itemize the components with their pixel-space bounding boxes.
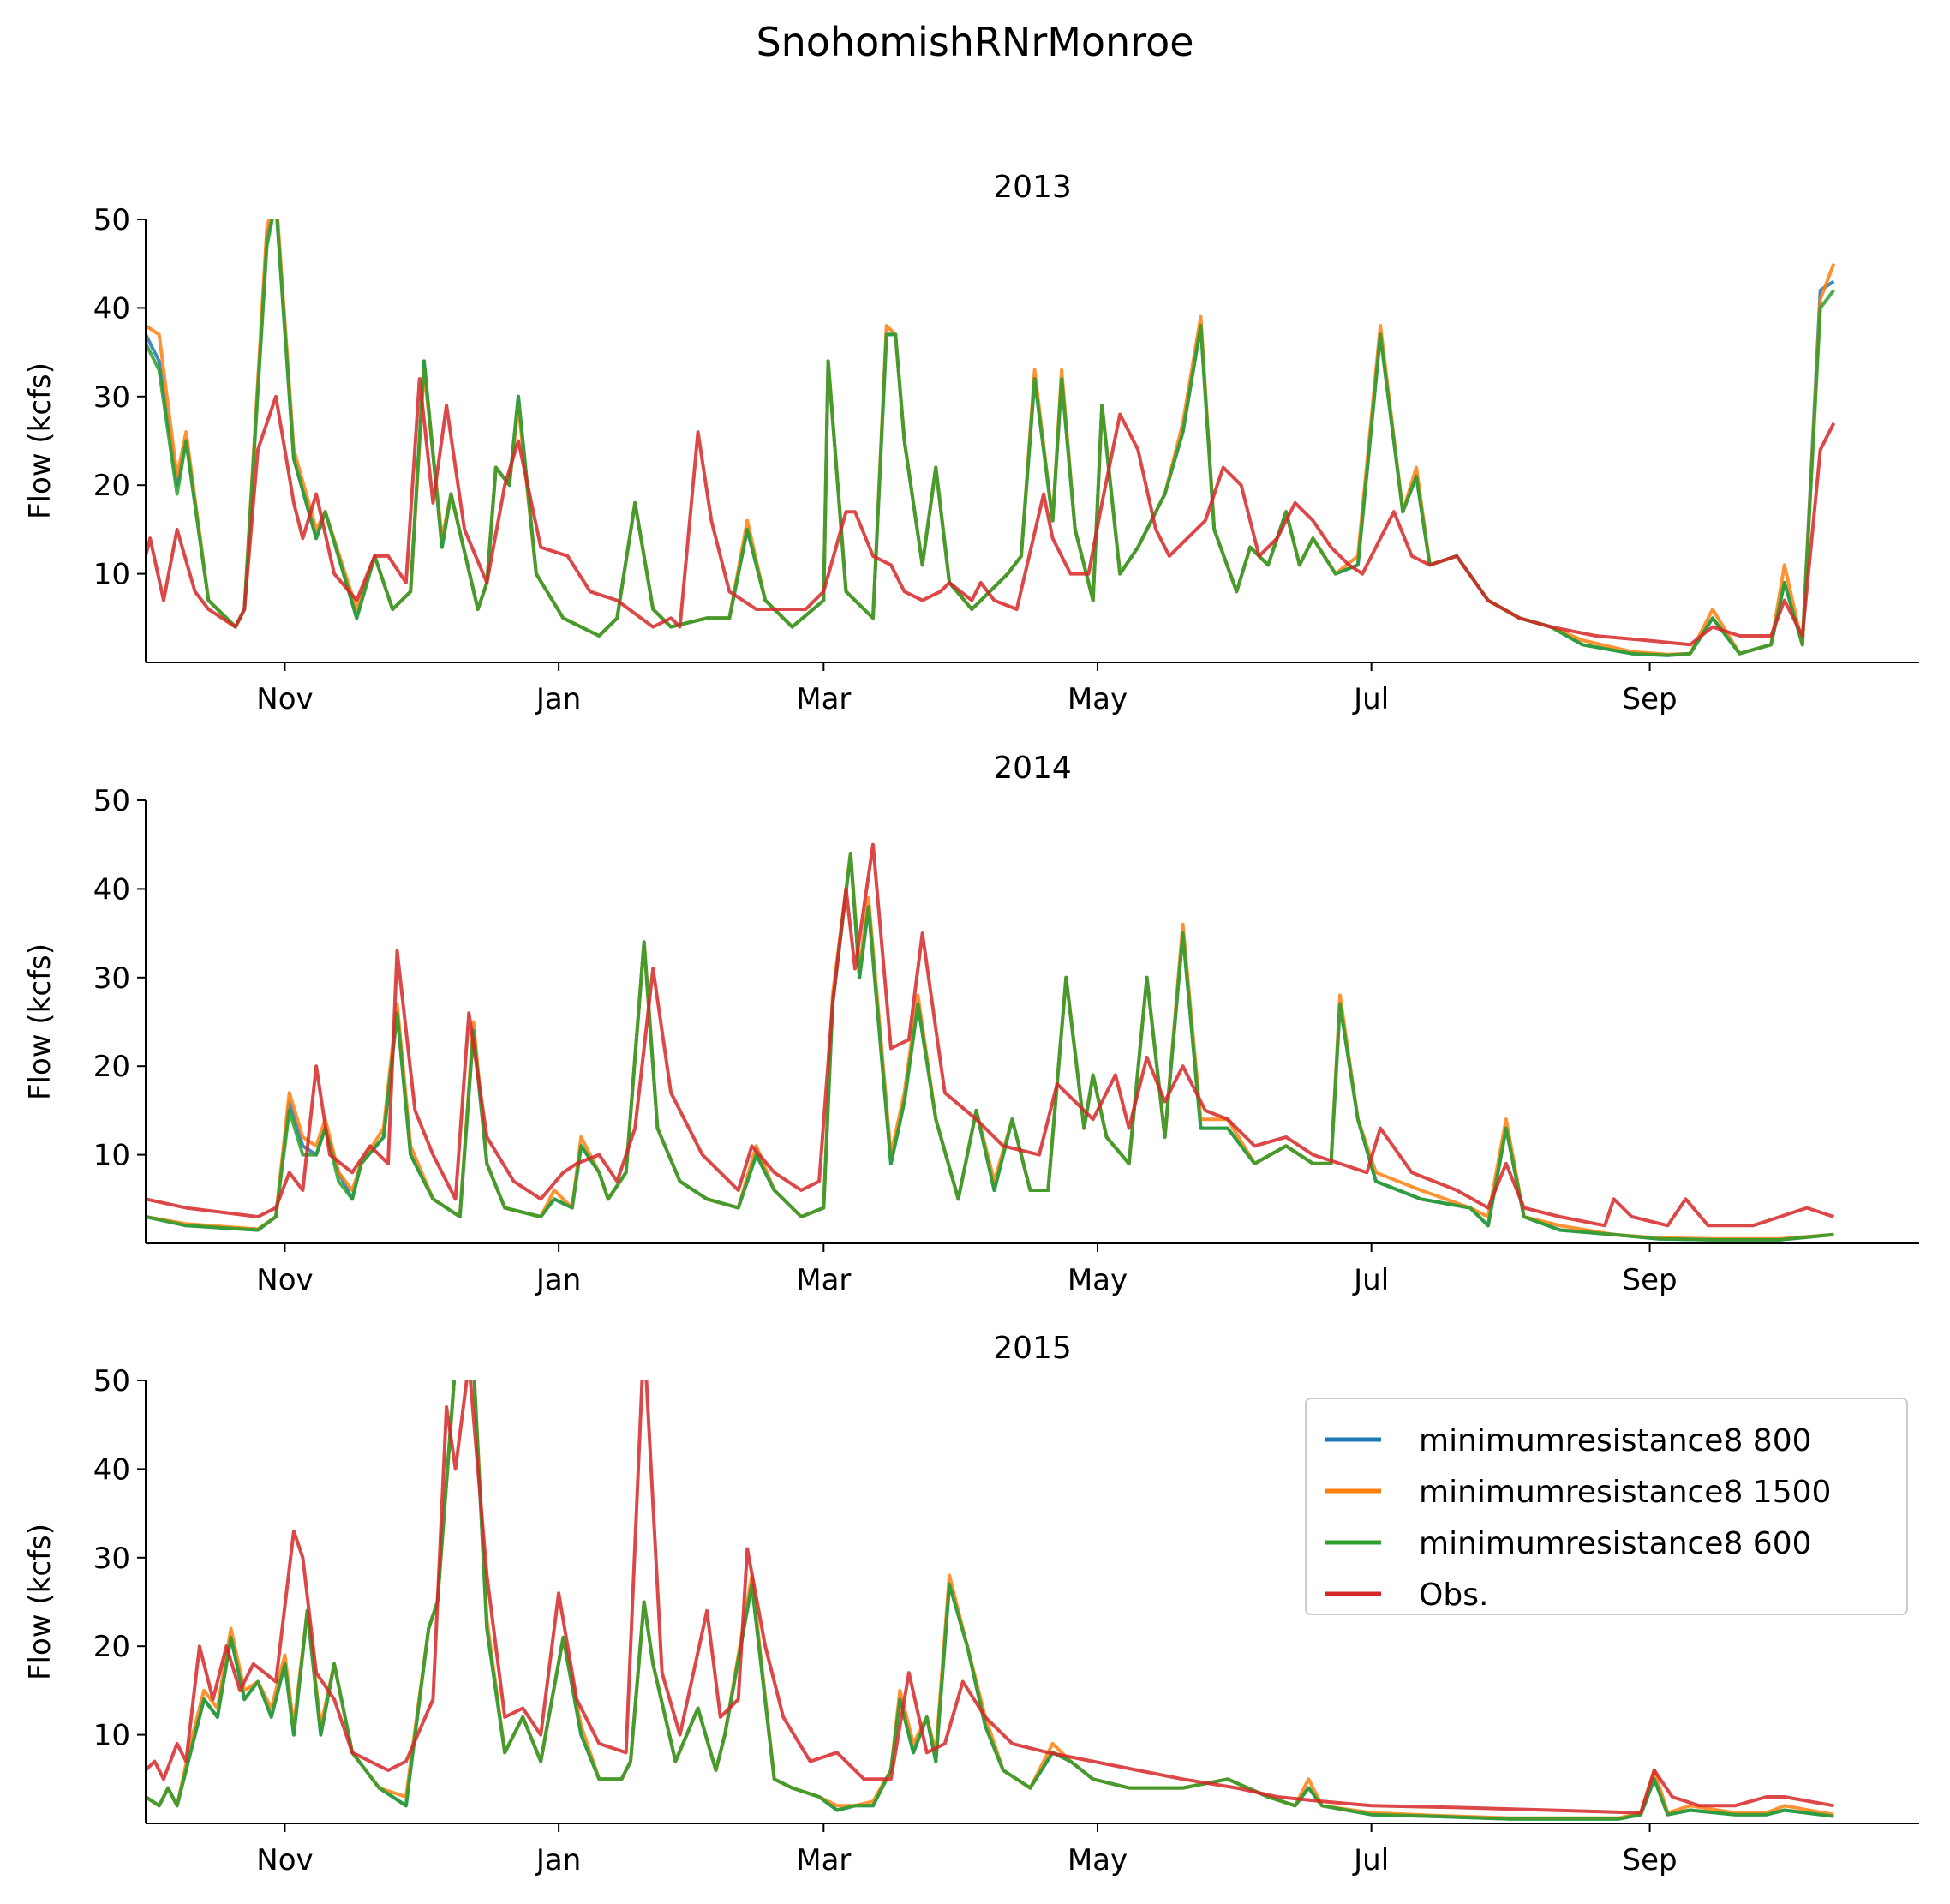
- series-line-minimumresistance8-600: [146, 219, 1835, 657]
- x-tick-label: May: [1068, 1263, 1128, 1297]
- series-line-minimumresistance8-600: [146, 852, 1834, 1242]
- y-tick-label: 10: [93, 1719, 130, 1753]
- panel-title: 2013: [993, 170, 1072, 205]
- series-line-obs-: [146, 377, 1836, 647]
- panel-2015: 2015 10 20 30 40 50 Nov Jan Mar May Jul Sep Flow (kc…: [23, 1331, 1919, 1877]
- legend: minimumresistance8 800 minimumresistance8…: [1305, 1398, 1908, 1615]
- series-line-obs-: [146, 1380, 1834, 1815]
- series-line-minimumresistance8-1500: [146, 219, 1836, 656]
- x-tick-label: Jul: [1352, 1843, 1389, 1877]
- y-tick-label: 40: [93, 291, 130, 326]
- x-tick-label: Jan: [535, 1843, 581, 1877]
- y-axis-label: Flow (kcfs): [23, 1524, 57, 1680]
- x-tick-label: Nov: [256, 682, 313, 716]
- x-tick-label: Jul: [1352, 682, 1389, 716]
- x-tick-label: Mar: [796, 1263, 851, 1297]
- x-tick-label: Jul: [1352, 1263, 1389, 1297]
- x-tick-label: Jan: [535, 682, 581, 716]
- panel-title: 2015: [993, 1331, 1072, 1366]
- series-group: [146, 219, 1836, 657]
- figure-title: SnohomishRNrMonroe: [756, 19, 1194, 65]
- x-tick-label: Nov: [256, 1843, 313, 1877]
- x-tick-label: May: [1068, 1843, 1128, 1877]
- y-tick-label: 10: [93, 558, 130, 592]
- panel-title: 2014: [993, 751, 1072, 786]
- y-tick-label: 20: [93, 469, 130, 503]
- series-line-obs-: [146, 842, 1835, 1228]
- series-group: [146, 1380, 1834, 1821]
- x-tick-label: Sep: [1623, 1843, 1678, 1877]
- legend-label: minimumresistance8 800: [1419, 1423, 1812, 1458]
- y-tick-label: 50: [93, 784, 130, 818]
- y-axis-label: Flow (kcfs): [23, 943, 57, 1100]
- x-tick-label: Jan: [535, 1263, 581, 1297]
- y-tick-label: 30: [93, 961, 130, 996]
- x-tick-label: May: [1068, 682, 1128, 716]
- legend-label: minimumresistance8 600: [1419, 1526, 1812, 1561]
- x-tick-label: Mar: [796, 682, 851, 716]
- legend-label: minimumresistance8 1500: [1419, 1475, 1831, 1510]
- y-tick-label: 20: [93, 1050, 130, 1084]
- legend-label: Obs.: [1419, 1578, 1488, 1613]
- series-line-minimumresistance8-600: [146, 1380, 1834, 1821]
- x-tick-label: Sep: [1623, 682, 1678, 716]
- y-tick-label: 20: [93, 1630, 130, 1664]
- y-tick-label: 50: [93, 1364, 130, 1398]
- y-tick-label: 40: [93, 1452, 130, 1487]
- series-line-minimumresistance8-800: [146, 219, 1835, 657]
- y-tick-label: 10: [93, 1139, 130, 1173]
- y-tick-label: 30: [93, 380, 130, 415]
- x-tick-label: Sep: [1623, 1263, 1678, 1297]
- y-tick-label: 40: [93, 872, 130, 907]
- x-tick-label: Mar: [796, 1843, 851, 1877]
- y-tick-label: 50: [93, 203, 130, 237]
- y-axis-label: Flow (kcfs): [23, 362, 57, 519]
- panel-2014: 2014 10 20 30 40 50 Nov Jan Mar May Jul Sep Flow (kc…: [23, 751, 1919, 1297]
- legend-box: [1305, 1398, 1908, 1615]
- series-group: [146, 842, 1835, 1242]
- y-tick-label: 30: [93, 1542, 130, 1576]
- panel-2013: 2013 10 20 30 40 50 Nov Jan Mar May Jul Sep Flow (kc…: [23, 170, 1919, 716]
- x-tick-label: Nov: [256, 1263, 313, 1297]
